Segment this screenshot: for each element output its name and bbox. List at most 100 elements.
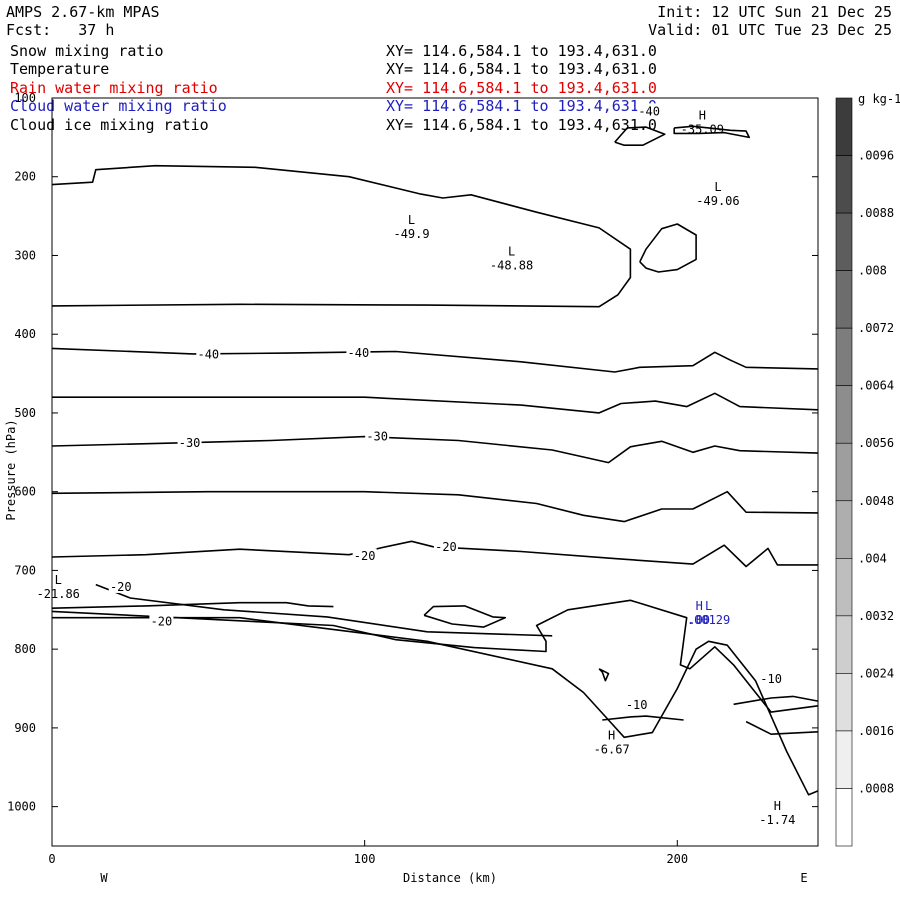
init-time: Init: 12 UTC Sun 21 Dec 25 xyxy=(657,3,892,21)
colorbar-segment xyxy=(835,155,853,214)
extremum-high-marker: H xyxy=(699,108,706,122)
isotherm-line-8 xyxy=(52,616,819,796)
colorbar-segment xyxy=(835,442,853,502)
extrema-layer: L-49.9L-48.88L-49.06H-35.09L-21.86H-6.67… xyxy=(37,108,796,827)
contour-label: -20 xyxy=(435,540,457,554)
colorbar-segment xyxy=(835,270,853,329)
contour-label-bg xyxy=(108,578,133,593)
isotherm-line-3 xyxy=(51,435,819,464)
field-name-cloud-water: Cloud water mixing ratio xyxy=(10,97,227,115)
extremum-low-marker: L xyxy=(55,573,62,587)
colorbar-level-label: .0056 xyxy=(858,436,894,450)
isotherm-line-6 xyxy=(51,601,334,609)
extremum-value: -49.9 xyxy=(393,227,429,241)
isotherm-line-7 xyxy=(95,583,553,637)
extremum-value: -49.06 xyxy=(696,194,739,208)
y-tick-label: 700 xyxy=(14,563,36,577)
colorbar-level-label: .0096 xyxy=(858,149,894,163)
isotherm-line-15 xyxy=(639,223,697,273)
isotherm-line-0 xyxy=(51,164,632,308)
colorbar: .0096 .0088 .008 .0072 .0064 .0056 .0048 .004 .0… xyxy=(835,97,894,847)
forecast-hour: Fcst: 37 h xyxy=(6,21,115,39)
contour-label-layer: -40 -40 -30 -30 -20 -20 -20 -20 -10 -10 -40 xyxy=(108,103,784,712)
isotherm-line-16 xyxy=(423,605,507,628)
colorbar-segment xyxy=(835,730,853,789)
extremum-value: -35.09 xyxy=(681,122,724,136)
extremum-high-marker: H xyxy=(696,599,703,613)
extremum-low-marker: L xyxy=(408,213,415,227)
colorbar-segment xyxy=(835,327,853,386)
contour-label: -40 xyxy=(348,346,370,360)
extremum-value: .00 xyxy=(688,613,710,627)
field-name-cloud-ice: Cloud ice mixing ratio xyxy=(10,116,209,134)
isotherm-line-17 xyxy=(598,668,610,682)
colorbar-level-label: .0088 xyxy=(858,206,894,220)
colorbar-segment xyxy=(835,212,853,271)
y-axis: 100 200 300 400 500 600 700 800 900 1000 xyxy=(7,91,818,814)
field-name-rain: Rain water mixing ratio xyxy=(10,79,218,97)
colorbar-segment xyxy=(835,788,853,847)
extremum-value: -48.88 xyxy=(490,258,533,272)
isotherm-line-2 xyxy=(52,392,819,414)
colorbar-segment xyxy=(835,558,853,617)
xy-range-snow: XY= 114.6,584.1 to 193.4,631.0 xyxy=(386,42,657,60)
x-axis-west-label: W xyxy=(100,871,108,885)
isotherm-line-4 xyxy=(51,490,819,523)
extremum-value: -21.86 xyxy=(37,587,80,601)
contour-label-bg xyxy=(433,538,458,553)
isotherm-line-10 xyxy=(602,715,684,721)
contour-label: -10 xyxy=(760,672,782,686)
contour-label-bg xyxy=(759,671,784,686)
contour-label-bg xyxy=(346,345,371,360)
y-tick-label: 200 xyxy=(14,170,36,184)
extremum-low-marker: L xyxy=(508,244,515,258)
colorbar-level-label: .0024 xyxy=(858,666,894,680)
extremum-low-marker: L xyxy=(714,180,721,194)
colorbar-level-label: .0008 xyxy=(858,781,894,795)
xy-range-temperature: XY= 114.6,584.1 to 193.4,631.0 xyxy=(386,60,657,78)
contour-label-bg xyxy=(365,428,390,443)
contour-label-bg xyxy=(352,548,377,563)
isotherm-line-1 xyxy=(51,347,819,373)
xy-range-cloud-ice: XY= 114.6,584.1 to 193.4,631.0 xyxy=(386,116,657,134)
colorbar-level-label: .0032 xyxy=(858,609,894,623)
contour-label: -20 xyxy=(110,580,132,594)
extremum-value: .00129 xyxy=(687,613,730,627)
y-tick-label: 900 xyxy=(14,721,36,735)
model-title: AMPS 2.67-km MPAS xyxy=(6,3,160,21)
isotherm-line-12 xyxy=(733,695,819,706)
y-tick-label: 500 xyxy=(14,406,36,420)
xy-range-rain: XY= 114.6,584.1 to 193.4,631.0 xyxy=(386,79,657,97)
contour-label-bg xyxy=(637,103,662,118)
colorbar-level-label: .0048 xyxy=(858,494,894,508)
extremum-high-marker: H xyxy=(774,799,781,813)
plot-frame xyxy=(51,97,819,847)
y-tick-label: 300 xyxy=(14,248,36,262)
contour-label: -20 xyxy=(151,615,173,629)
colorbar-level-label: .004 xyxy=(858,551,887,565)
contour-label-bg xyxy=(177,434,202,449)
isotherm-line-14 xyxy=(673,125,751,139)
extremum-low-marker: L xyxy=(705,599,712,613)
y-tick-label: 1000 xyxy=(7,800,36,814)
field-name-temperature: Temperature xyxy=(10,60,110,78)
contour-label: -30 xyxy=(179,436,201,450)
colorbar-level-label: .0072 xyxy=(858,321,894,335)
x-tick-label: 0 xyxy=(48,852,55,866)
contour-label: -40 xyxy=(197,348,219,362)
colorbar-level-label: .008 xyxy=(858,264,887,278)
field-name-snow: Snow mixing ratio xyxy=(10,42,164,60)
contour-label: -30 xyxy=(366,430,388,444)
extremum-high-marker: H xyxy=(608,729,615,743)
isotherm-line-9 xyxy=(51,599,819,713)
x-axis-east-label: E xyxy=(800,871,807,885)
y-tick-label: 100 xyxy=(14,91,36,105)
x-tick-label: 200 xyxy=(666,852,688,866)
contour-label-bg xyxy=(196,346,221,361)
colorbar-segment xyxy=(835,673,853,732)
contour-label: -20 xyxy=(354,549,376,563)
contour-label-bg xyxy=(149,613,174,628)
colorbar-unit: g kg-1 xyxy=(858,92,900,106)
colorbar-segment xyxy=(835,615,853,674)
y-tick-label: 400 xyxy=(14,327,36,341)
